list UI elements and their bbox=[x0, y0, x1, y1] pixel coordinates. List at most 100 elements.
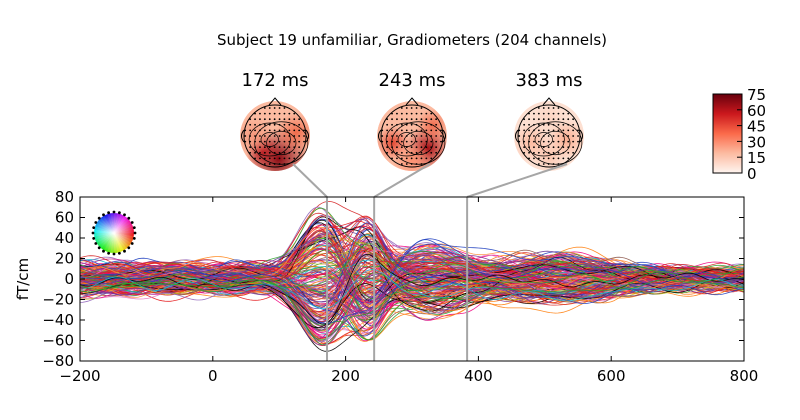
sensor-dot bbox=[396, 129, 398, 132]
sensor-dot bbox=[533, 151, 535, 154]
sensor-dot bbox=[420, 123, 423, 126]
sensor-dot bbox=[268, 112, 271, 115]
sensor-dot bbox=[440, 140, 442, 143]
sensor-dot bbox=[278, 157, 281, 160]
sensor-dot bbox=[293, 151, 296, 154]
sensor-dot bbox=[415, 107, 418, 109]
sensor-dot bbox=[523, 123, 526, 126]
sensor-dot bbox=[415, 118, 418, 121]
sensor-dot bbox=[386, 135, 389, 137]
topomap-contour bbox=[403, 130, 434, 156]
sensor-dot bbox=[259, 118, 261, 121]
sensor-dot bbox=[278, 151, 281, 154]
color-wheel-sensor bbox=[97, 246, 101, 250]
sensor-dot bbox=[293, 123, 296, 126]
sensor-dot bbox=[547, 163, 550, 165]
head-outline bbox=[517, 104, 581, 168]
sensor-dot bbox=[405, 140, 408, 143]
sensor-dot bbox=[537, 123, 540, 126]
sensor-dot bbox=[552, 151, 555, 154]
topomap-contour bbox=[528, 121, 583, 165]
sensor-dot bbox=[405, 157, 408, 160]
sensor-dot bbox=[254, 146, 256, 149]
sensor-dot bbox=[557, 135, 560, 137]
sensor-dot bbox=[567, 112, 570, 115]
sensor-dot bbox=[293, 146, 296, 149]
colorbar-tick-label: 30 bbox=[747, 133, 766, 151]
topomap-contour bbox=[248, 122, 291, 157]
sensor-dot bbox=[249, 146, 252, 149]
sensor-dot bbox=[562, 157, 565, 160]
sensor-dot bbox=[537, 146, 540, 149]
sensor-dot bbox=[528, 146, 530, 149]
sensor-dot bbox=[268, 151, 271, 154]
sensor-dot bbox=[259, 129, 261, 132]
sensor-dot bbox=[435, 140, 438, 143]
sensor-dot bbox=[425, 146, 428, 149]
nose bbox=[405, 97, 419, 106]
sensor-dot bbox=[396, 140, 398, 143]
sensor-dot bbox=[254, 135, 256, 137]
sensor-dot bbox=[273, 163, 276, 165]
sensor-dot bbox=[435, 118, 438, 121]
sensor-dot bbox=[400, 140, 403, 143]
sensor-dot bbox=[567, 123, 570, 126]
sensor-dot bbox=[405, 129, 408, 132]
sensor-dot bbox=[410, 129, 413, 132]
topomap-contour bbox=[391, 121, 446, 165]
sensor-dot bbox=[542, 157, 545, 160]
y-tick-label: 80 bbox=[55, 188, 74, 206]
sensor-dot bbox=[533, 112, 535, 115]
channel-trace bbox=[80, 253, 744, 325]
sensor-dot bbox=[386, 146, 389, 149]
sensor-dot bbox=[410, 157, 413, 160]
sensor-dot bbox=[268, 123, 271, 126]
sensor-dot bbox=[567, 151, 570, 154]
sensor-dot bbox=[537, 112, 540, 115]
sensor-dot bbox=[552, 163, 555, 165]
sensor-dot bbox=[552, 118, 555, 121]
sensor-dot bbox=[537, 118, 540, 121]
sensor-dot bbox=[572, 129, 575, 132]
sensor-dot bbox=[400, 151, 403, 154]
sensor-dot bbox=[537, 151, 540, 154]
sensor-dot bbox=[381, 135, 384, 137]
sensor-dot bbox=[298, 135, 301, 137]
sensor-dot bbox=[244, 135, 247, 137]
sensor-dot bbox=[430, 157, 433, 160]
sensor-dot bbox=[518, 135, 521, 137]
sensor-dot bbox=[293, 112, 296, 115]
sensor-dot bbox=[440, 135, 442, 137]
color-wheel-sensor bbox=[94, 242, 98, 245]
y-axis-label: fT/cm bbox=[14, 258, 32, 300]
x-tick-label: 0 bbox=[208, 367, 218, 385]
sensor-dot bbox=[293, 157, 296, 160]
sensor-dot bbox=[386, 129, 389, 132]
sensor-dot bbox=[435, 123, 438, 126]
sensor-dot bbox=[552, 123, 555, 126]
sensor-dot bbox=[249, 123, 252, 126]
sensor-dot bbox=[420, 107, 423, 109]
y-tick-label: 20 bbox=[55, 250, 74, 268]
sensor-dot bbox=[415, 123, 418, 126]
ear-left bbox=[515, 129, 519, 143]
sensor-dot bbox=[386, 123, 389, 126]
sensor-dot bbox=[420, 112, 423, 115]
channel-trace bbox=[80, 243, 744, 293]
sensor-dot bbox=[572, 140, 575, 143]
sensor-dot bbox=[298, 146, 301, 149]
chart-title: Subject 19 unfamiliar, Gradiometers (204… bbox=[217, 31, 607, 49]
sensor-dot bbox=[268, 135, 271, 137]
y-tick-label: 40 bbox=[55, 229, 74, 247]
sensor-dot bbox=[278, 140, 281, 143]
ear-right bbox=[579, 129, 583, 143]
sensor-dot bbox=[254, 140, 256, 143]
sensor-dot bbox=[420, 157, 423, 160]
head-outline bbox=[243, 104, 307, 168]
sensor-dot bbox=[259, 151, 261, 154]
sensor-dot bbox=[391, 146, 393, 149]
sensor-dot bbox=[533, 140, 535, 143]
sensor-dot bbox=[425, 118, 428, 121]
sensor-dot bbox=[562, 118, 565, 121]
